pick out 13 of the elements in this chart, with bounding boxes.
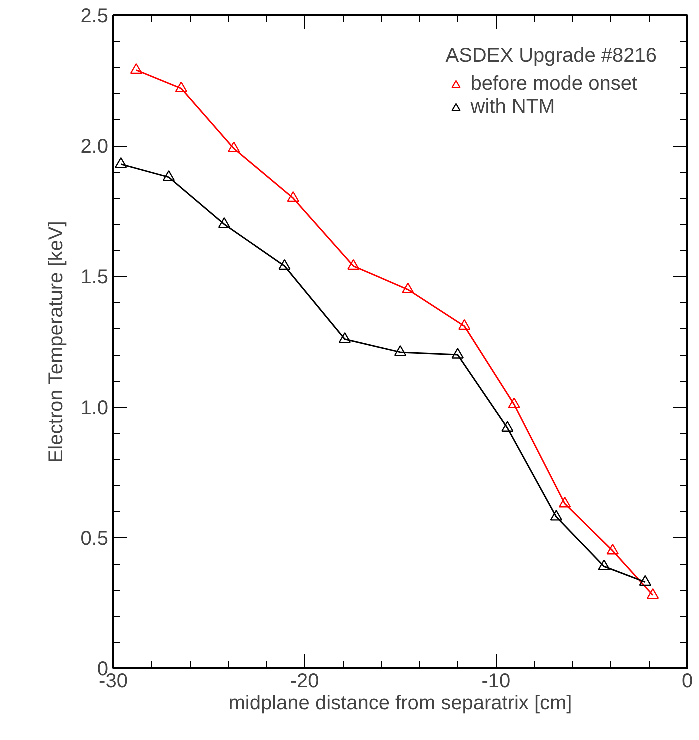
y-tick-label: 2.5 <box>80 6 109 28</box>
y-tick-label: 1.5 <box>80 266 109 289</box>
y-axis-title: Electron Temperature [keV] <box>46 221 68 464</box>
x-tick-label: -10 <box>482 670 511 692</box>
y-tick-label: 1.0 <box>80 397 109 420</box>
y-tick-label: 2.0 <box>80 136 109 158</box>
legend-title: ASDEX Upgrade #8216 <box>446 45 657 68</box>
x-tick-label: -20 <box>290 670 320 692</box>
x-axis-title: midplane distance from separatrix [cm] <box>228 692 572 714</box>
x-tick-label: 0 <box>682 670 694 692</box>
legend-label: before mode onset <box>470 73 638 96</box>
y-tick-label: 0.5 <box>80 528 109 550</box>
legend-label: with NTM <box>470 96 556 119</box>
